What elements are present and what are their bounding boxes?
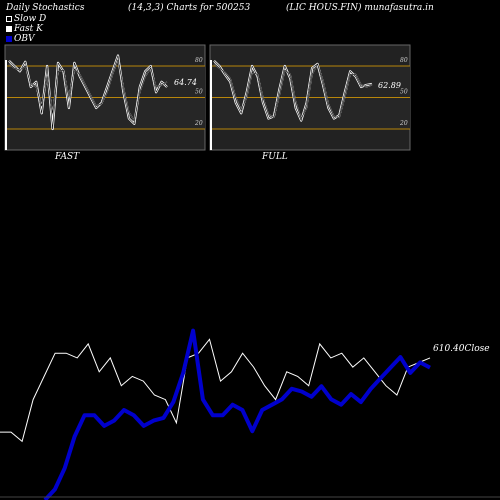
chart-symbol: (LIC HOUS.FIN) munafasutra.in bbox=[286, 3, 434, 13]
ytick-label-full-50: 50 bbox=[400, 89, 408, 96]
legend-item-slow-d: Slow D bbox=[6, 14, 46, 24]
obv-line bbox=[43, 328, 431, 500]
panel-label-fast: FAST bbox=[55, 152, 80, 162]
legend-label: Slow D bbox=[14, 14, 47, 24]
legend-item-obv: OBV bbox=[6, 34, 35, 44]
ytick-label-full-20: 20 bbox=[399, 120, 408, 127]
series-core-fast-0 bbox=[8, 55, 168, 130]
legend-label: OBV bbox=[14, 34, 35, 44]
ytick-label-fast-50: 50 bbox=[195, 89, 203, 96]
legend-label: Fast K bbox=[14, 24, 43, 34]
series-core-fast-1 bbox=[8, 59, 168, 121]
panel-label-full: FULL bbox=[262, 152, 288, 162]
legend-swatch bbox=[6, 35, 12, 42]
legend-item-fast-k: Fast K bbox=[6, 24, 43, 34]
chart-params: (14,3,3) Charts for 500253 bbox=[128, 3, 251, 13]
last-price-label: 610.40Close bbox=[433, 344, 490, 354]
last-value-label-fast: 64.74 bbox=[174, 78, 197, 87]
ytick-label-full-80: 80 bbox=[400, 57, 408, 64]
ytick-label-fast-80: 80 bbox=[195, 57, 203, 64]
series-core-full-0 bbox=[213, 60, 373, 121]
ytick-label-fast-20: 20 bbox=[194, 120, 203, 127]
close-line bbox=[0, 338, 431, 443]
chart-title: Daily Stochastics bbox=[6, 3, 85, 13]
legend-swatch bbox=[6, 15, 12, 22]
series-core-full-1 bbox=[213, 63, 373, 119]
last-value-label-full: 62.89 bbox=[378, 81, 401, 90]
legend-swatch bbox=[6, 25, 12, 32]
